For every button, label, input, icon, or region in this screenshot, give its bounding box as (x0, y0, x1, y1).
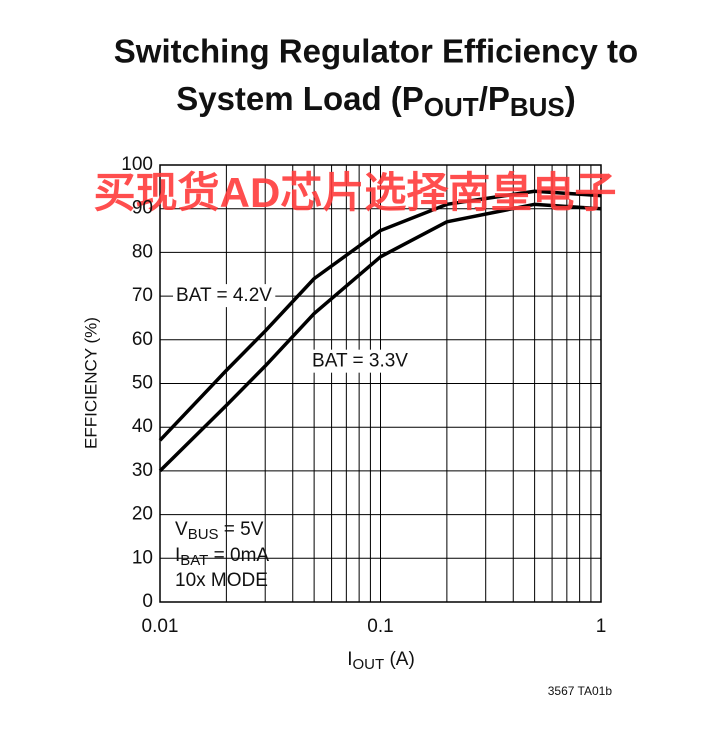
label-background (309, 349, 412, 373)
y-tick-label: 80 (132, 241, 153, 262)
y-tick-label: 50 (132, 373, 153, 394)
y-tick-label: 60 (132, 329, 153, 350)
plot-frame (159, 164, 602, 603)
y-tick-label: 20 (132, 504, 153, 525)
series-label: BAT = 4.2V (176, 285, 272, 306)
plot-area (158, 164, 602, 603)
watermark: 买现货AD芯片选择南皇电子 (94, 169, 617, 216)
x-axis-label: IOUT (A) (347, 649, 415, 673)
title-part: ) (565, 80, 576, 117)
label-part: I (347, 649, 352, 670)
x-tick-label: 0.01 (142, 616, 179, 637)
series-label: BAT = 3.3V (312, 351, 408, 372)
footnote: 3567 TA01b (548, 684, 613, 698)
annotation: IBAT = 0mA (175, 545, 269, 569)
y-tick-label: 30 (132, 460, 153, 481)
chart-title: System Load (POUT/PBUS) (176, 80, 576, 122)
y-tick-label: 10 (132, 547, 153, 568)
title-sub: BUS (510, 92, 565, 122)
y-axis-label: EFFICIENCY (%) (81, 317, 100, 449)
annotation-part: V (175, 519, 188, 540)
label-part: (A) (384, 649, 415, 670)
x-tick-label: 1 (596, 616, 607, 637)
annotation-part: I (175, 545, 180, 566)
annotation-part: = 0mA (208, 545, 269, 566)
series-line (158, 189, 602, 442)
chart-title: Switching Regulator Efficiency to (114, 33, 638, 70)
y-tick-label: 70 (132, 285, 153, 306)
title-part: /P (479, 80, 510, 117)
annotation-sub: BAT (180, 552, 208, 569)
label-background (173, 284, 276, 308)
x-tick-label: 0.1 (367, 616, 393, 637)
y-tick-label: 40 (132, 416, 153, 437)
annotation: 10x MODE (175, 570, 268, 591)
title-sub: OUT (424, 92, 479, 122)
title-part: System Load (P (176, 80, 424, 117)
y-tick-label: 100 (121, 154, 153, 175)
y-tick-label: 90 (132, 198, 153, 219)
annotation-sub: BUS (188, 526, 219, 543)
annotation: VBUS = 5V (175, 519, 264, 543)
series-line (158, 202, 602, 473)
y-tick-label: 0 (142, 591, 153, 612)
label-sub: OUT (353, 656, 385, 673)
annotation-part: = 5V (219, 519, 264, 540)
